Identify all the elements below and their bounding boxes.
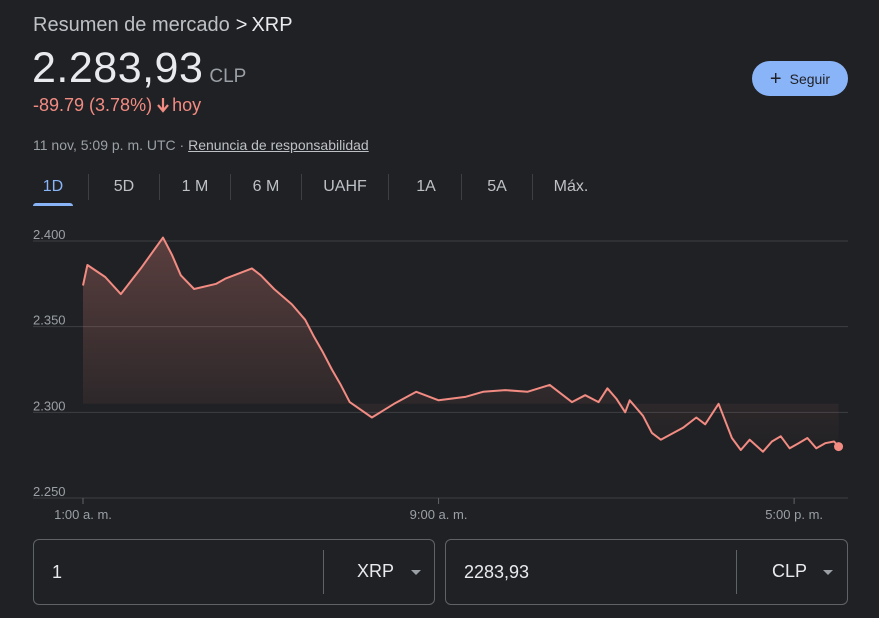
y-tick-label: 2.300 [33,398,66,413]
price-chart[interactable]: 2.400 2.350 2.300 2.250 1:00 a. m. 9:00 a. m… [0,220,879,530]
x-axis-labels: 1:00 a. m. 9:00 a. m. 5:00 p. m. [54,498,823,522]
x-tick-label: 9:00 a. m. [410,507,468,522]
change-value: -89.79 (3.78%) [33,95,153,115]
follow-label: Seguir [789,70,831,87]
breadcrumb: Resumen de mercado > XRP [33,14,293,37]
timestamp: 11 nov, 5:09 p. m. UTC [33,137,176,153]
price-currency: CLP [209,66,247,87]
breadcrumb-root[interactable]: Resumen de mercado [33,14,230,36]
price-line [82,236,840,453]
price-change: -89.79 (3.78%) hoy [33,95,201,116]
tab-divider [388,174,389,200]
converter-divider [736,550,737,594]
x-tick-label: 5:00 p. m. [765,507,823,522]
tab-divider [461,174,462,200]
tab-5a[interactable]: 5A [487,178,507,195]
tab-divider [88,174,89,200]
tab-divider [230,174,231,200]
y-tick-label: 2.400 [33,227,66,242]
change-period: hoy [172,95,202,115]
y-axis-labels: 2.400 2.350 2.300 2.250 [33,227,66,499]
tab-divider [159,174,160,200]
y-tick-label: 2.350 [33,313,66,328]
tab-uahf[interactable]: UAHF [323,178,367,195]
follow-button[interactable]: + Seguir [752,61,848,96]
timestamp-row: 11 nov, 5:09 p. m. UTC · Renuncia de res… [33,137,369,153]
area-fill [83,237,839,452]
current-point-marker [834,442,844,452]
tab-1d[interactable]: 1D [33,170,73,206]
converter-from: 1 XRP [33,539,435,605]
tab-max[interactable]: Máx. [553,178,589,195]
tab-6m[interactable]: 6 M [252,178,280,195]
converter-divider [323,550,324,594]
meta-dot: · [179,137,185,153]
from-unit-select[interactable]: XRP [357,561,395,581]
x-tick-label: 1:00 a. m. [54,507,112,522]
breadcrumb-current: XRP [251,14,293,36]
chart-area [82,236,844,453]
tab-divider [532,174,533,200]
plus-icon: + [769,67,782,90]
chevron-down-icon[interactable] [411,570,421,575]
to-amount-input[interactable]: 2283,93 [464,562,530,582]
from-amount-input[interactable]: 1 [52,562,63,582]
tab-divider [301,174,302,200]
y-tick-label: 2.250 [33,484,66,499]
converter-to: 2283,93 CLP [445,539,848,605]
arrow-down-icon [157,98,169,113]
tab-1a[interactable]: 1A [416,178,436,195]
disclaimer-link[interactable]: Renuncia de responsabilidad [188,137,369,153]
chevron-down-icon[interactable] [823,570,833,575]
tab-5d[interactable]: 5D [113,178,135,195]
tab-1m[interactable]: 1 M [181,178,209,195]
current-price: 2.283,93 [32,44,204,92]
to-unit-select[interactable]: CLP [772,561,808,581]
price-row: 2.283,93 CLP [32,44,246,93]
breadcrumb-separator: > [235,14,248,36]
